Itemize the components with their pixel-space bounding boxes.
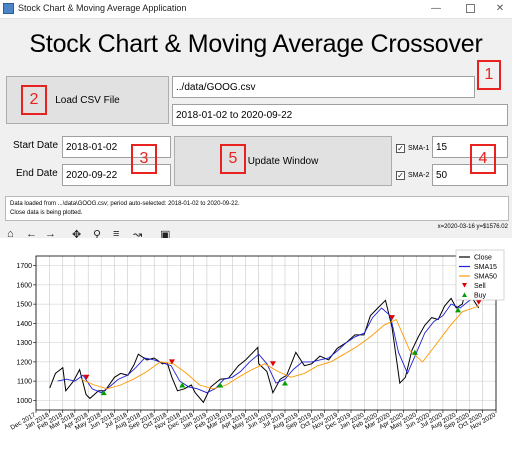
maximize-button[interactable]: [459, 1, 481, 16]
buy-marker: [455, 307, 462, 313]
maximize-icon: [465, 4, 475, 13]
legend-box: [455, 249, 505, 301]
legend-buy-swatch: [462, 292, 467, 297]
sell-marker: [475, 299, 482, 305]
y-tick-label: 1300: [16, 340, 32, 347]
chart-legend: Close SMA15 SMA50 Sell Buy: [455, 249, 505, 301]
sma1-checkbox[interactable]: ✓: [396, 144, 405, 153]
y-tick-label: 1000: [16, 398, 32, 405]
status-line-2: Close data is being plotted.: [10, 210, 83, 216]
minimize-button[interactable]: —: [431, 3, 441, 14]
page-title: Stock Chart & Moving Average Crossover: [29, 30, 483, 58]
legend-label: Buy: [474, 293, 487, 300]
badge-4: 4: [470, 144, 496, 174]
plot-frame: [35, 255, 497, 411]
buy-marker: [281, 380, 288, 386]
buy-marker: [100, 390, 107, 396]
legend-label: Sell: [474, 283, 486, 290]
badge-1: 1: [477, 60, 501, 90]
series-sma50-line: [80, 305, 479, 390]
app-icon: [3, 3, 14, 14]
arrow-right-icon[interactable]: →: [45, 228, 56, 240]
sma2-label: SMA-2: [408, 172, 430, 179]
file-path-field[interactable]: ../data/GOOG.csv: [172, 76, 475, 98]
y-tick-label: 1100: [17, 379, 32, 386]
badge-3: 3: [131, 144, 157, 174]
arrow-left-icon[interactable]: ←: [26, 228, 37, 240]
magnifier-icon[interactable]: ⚲: [93, 229, 102, 241]
load-csv-label: Load CSV File: [55, 94, 120, 106]
badge-5: 5: [220, 144, 246, 174]
badge-2: 2: [21, 85, 47, 115]
legend-sell-swatch: [462, 283, 467, 288]
status-log: Data loaded from ...\data\GOOG.csv; peri…: [5, 196, 509, 221]
end-date-field[interactable]: 2020-09-22: [62, 164, 171, 186]
legend-label: Close: [474, 255, 492, 262]
sell-marker: [83, 374, 90, 380]
end-date-label: End Date: [16, 168, 58, 179]
sliders-icon[interactable]: ≡: [113, 228, 120, 240]
series-close-line: [49, 275, 480, 404]
home-icon[interactable]: ⌂: [7, 228, 14, 240]
floppy-icon[interactable]: ▣: [160, 229, 171, 241]
y-tick-label: 1400: [16, 321, 32, 328]
sell-marker: [168, 359, 175, 365]
sma2-checkbox[interactable]: ✓: [396, 171, 405, 180]
start-date-field[interactable]: 2018-01-02: [62, 136, 171, 158]
move-icon[interactable]: ✥: [72, 229, 82, 241]
close-button[interactable]: ✕: [495, 3, 505, 14]
buy-marker: [217, 382, 224, 388]
line-chart-icon[interactable]: ↝: [133, 229, 143, 241]
buy-marker: [179, 382, 186, 388]
sell-marker: [389, 315, 396, 321]
legend-label: SMA50: [474, 274, 497, 281]
cursor-coordinates: x=2020-03-16 y=$1576.02: [437, 224, 508, 230]
start-date-label: Start Date: [13, 140, 59, 151]
period-field[interactable]: 2018-01-02 to 2020-09-22: [172, 104, 508, 126]
y-tick-label: 1500: [16, 302, 32, 309]
sma1-label: SMA-1: [408, 145, 430, 152]
window-title: Stock Chart & Moving Average Application: [18, 3, 187, 13]
sell-marker: [269, 361, 276, 367]
y-tick-label: 1600: [16, 282, 32, 289]
update-window-button[interactable]: Update Window: [174, 136, 392, 186]
y-tick-label: 1700: [16, 263, 32, 270]
legend-label: SMA15: [474, 264, 497, 271]
status-line-1: Data loaded from ...\data\GOOG.csv; peri…: [10, 201, 240, 207]
update-window-label: Update Window: [247, 155, 319, 167]
series-sma15-line: [57, 295, 479, 394]
y-tick-label: 1200: [16, 359, 32, 366]
load-csv-button[interactable]: Load CSV File: [6, 76, 169, 124]
window-titlebar: Stock Chart & Moving Average Application…: [0, 0, 512, 19]
buy-marker: [411, 349, 418, 355]
chart-canvas: [0, 238, 512, 450]
